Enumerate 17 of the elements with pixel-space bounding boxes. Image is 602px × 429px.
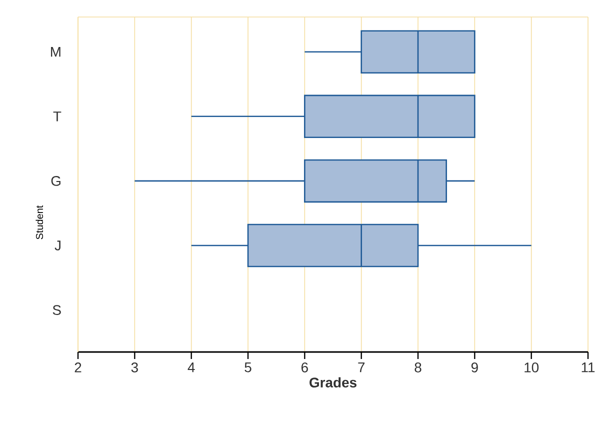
x-axis-title: Grades <box>310 377 356 388</box>
x-tick-label: 6 <box>301 362 308 372</box>
x-tick-label: 5 <box>244 362 252 372</box>
x-tick-label: 10 <box>524 362 539 372</box>
y-tick-label: G <box>51 176 60 186</box>
x-tick-label: 7 <box>358 362 365 372</box>
y-tick-label: S <box>52 305 61 315</box>
y-axis-title: Student <box>36 205 44 240</box>
x-tick-label: 9 <box>471 362 478 372</box>
y-tick-label: T <box>53 112 62 122</box>
x-tick-label: 3 <box>131 362 138 372</box>
y-tick-label: J <box>54 240 60 250</box>
y-tick-label: M <box>51 47 60 57</box>
x-tick-label: 8 <box>414 362 422 372</box>
x-tick-label: 2 <box>74 362 82 372</box>
x-tick-label: 4 <box>188 362 195 372</box>
x-tick-label: 11 <box>582 362 595 372</box>
